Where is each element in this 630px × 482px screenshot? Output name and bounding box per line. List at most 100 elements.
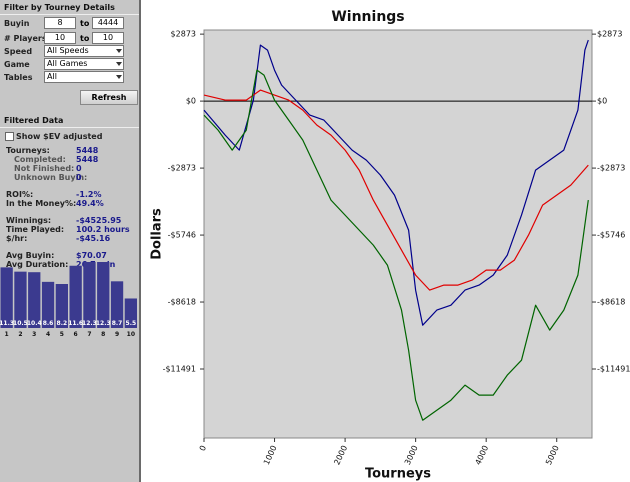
x-tick-label: 0 (198, 444, 208, 452)
bar-label: 5.5 (126, 320, 137, 327)
section-title: Filter by Tourney Details (0, 0, 139, 15)
series-line (203, 39, 589, 326)
field-label: Tables (4, 73, 33, 82)
stat-label: ROI%: (6, 190, 34, 199)
stat-value: 0 (76, 173, 82, 182)
x-tick-label: 2 (18, 331, 22, 338)
stat-value: 5448 (76, 155, 99, 164)
stat-value: 100.2 hours (76, 225, 130, 234)
y-tick-label: $2873 (597, 30, 622, 39)
bar-label: 8.2 (57, 320, 68, 327)
dropdown[interactable]: All (44, 71, 124, 83)
bar (55, 284, 68, 328)
stat-value: 26.7 min (76, 260, 116, 269)
bar-label: 12.3 (82, 320, 97, 327)
stat-value: -$45.16 (76, 234, 111, 243)
checkbox-label: Show $EV adjusted (16, 132, 103, 141)
stat-value: -1.2% (76, 190, 102, 199)
x-tick-label: 1000 (262, 444, 279, 466)
bar-label: 8.7 (112, 320, 123, 327)
x-tick-label: 3 (32, 331, 36, 338)
bar-label: 10.4 (27, 320, 42, 327)
plot-area (203, 29, 593, 439)
checkbox[interactable] (5, 132, 14, 141)
dropdown[interactable]: All Speeds (44, 45, 124, 57)
stat-label: $/hr: (6, 234, 28, 243)
stat-label: Tourneys: (6, 146, 50, 155)
y-tick-label: -$11491 (163, 365, 196, 374)
y-tick-label: -$2873 (597, 164, 625, 173)
bar (110, 281, 124, 328)
y-tick-label: $0 (186, 97, 196, 106)
bar (41, 281, 55, 328)
y-tick-label: -$8618 (597, 298, 625, 307)
bar (97, 262, 110, 328)
bar (69, 265, 82, 328)
text-input[interactable]: 10 (92, 32, 124, 44)
field-label: Game (4, 60, 30, 69)
bar-label: 11.6 (68, 320, 83, 327)
x-tick-label: 5 (60, 331, 64, 338)
y-tick-label: -$11491 (597, 365, 630, 374)
stat-label: Winnings: (6, 216, 52, 225)
field-label: # Players (4, 34, 47, 43)
section-title: Filtered Data (0, 113, 139, 128)
stat-value: 49.4% (76, 199, 104, 208)
field-label: to (80, 34, 90, 43)
text-input[interactable]: 10 (44, 32, 76, 44)
y-tick-label: -$5746 (597, 231, 625, 240)
bar (28, 272, 41, 328)
bar-label: 12.3 (96, 320, 111, 327)
y-tick-label: -$8618 (168, 298, 196, 307)
stat-value: $70.07 (76, 251, 107, 260)
field-label: Buyin (4, 19, 30, 28)
text-input[interactable]: 8 (44, 17, 76, 29)
stat-value: 0 (76, 164, 82, 173)
stat-label: Avg Buyin: (6, 251, 55, 260)
x-tick-label: 1 (5, 331, 9, 338)
y-tick-label: $2873 (171, 30, 196, 39)
x-tick-label: 4 (46, 331, 50, 338)
series-line (203, 69, 589, 421)
bar (83, 262, 96, 328)
y-tick-label: -$5746 (168, 231, 196, 240)
stat-label: Unknown Buyin: (14, 173, 88, 182)
stat-value: -$4525.95 (76, 216, 122, 225)
dropdown[interactable]: All Games (44, 58, 124, 70)
stat-value: 5448 (76, 146, 99, 155)
series-line (203, 89, 589, 291)
y-tick-label: $0 (597, 97, 607, 106)
x-axis-label: Tourneys (365, 467, 431, 482)
x-tick-label: 3000 (403, 444, 420, 466)
y-tick-label: -$2873 (168, 164, 196, 173)
stat-label: Time Played: (6, 225, 65, 234)
x-tick-label: 10 (127, 331, 135, 338)
bar-label: 10.5 (13, 320, 28, 327)
x-tick-label: 9 (115, 331, 119, 338)
stat-label: Avg Duration: (6, 260, 69, 269)
sidebar: Filter by Tourney Details Buyin 8 to 444… (0, 0, 141, 482)
x-tick-label: 4000 (473, 444, 490, 466)
stat-label: Not Finished: (14, 164, 75, 173)
bar-label: 11.3 (0, 320, 14, 327)
x-tick-label: 6 (74, 331, 78, 338)
x-tick-label: 2000 (332, 444, 349, 466)
bar-label: 8.6 (43, 320, 54, 327)
bar (14, 271, 27, 328)
field-label: to (80, 19, 90, 28)
histogram: 11.3 1 10.5 2 10.4 3 8.6 4 8.2 5 11.6 6 12.3 7 12.3 8 8.… (0, 262, 137, 338)
chart-title: Winnings (331, 9, 404, 25)
stat-label: In the Money%: (6, 199, 77, 208)
refresh-button[interactable]: Refresh (80, 90, 138, 105)
x-tick-label: 7 (87, 331, 91, 338)
x-tick-label: 5000 (544, 444, 561, 466)
y-axis-label: Dollars (150, 208, 165, 260)
bar (0, 267, 13, 328)
stat-label: Completed: (14, 155, 66, 164)
bar (124, 298, 137, 328)
field-label: Speed (4, 47, 33, 56)
x-tick-label: 8 (101, 331, 105, 338)
text-input[interactable]: 4444 (92, 17, 124, 29)
chart: Winnings Tourneys Dollars $2873 $2873 $0 $0… (150, 9, 630, 482)
